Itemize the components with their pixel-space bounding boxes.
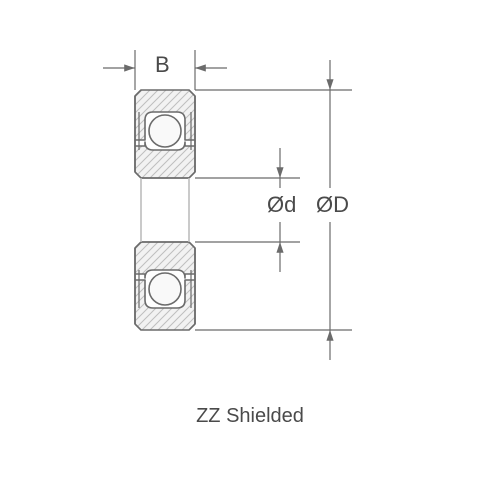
bearing-diagram: B Ød ØD ZZ Shielded: [0, 0, 500, 500]
diagram-caption: ZZ Shielded: [0, 405, 500, 428]
dim-label-inner-diameter: Ød: [267, 192, 296, 218]
dim-label-width: B: [155, 52, 170, 78]
dim-label-outer-diameter: ØD: [316, 192, 349, 218]
